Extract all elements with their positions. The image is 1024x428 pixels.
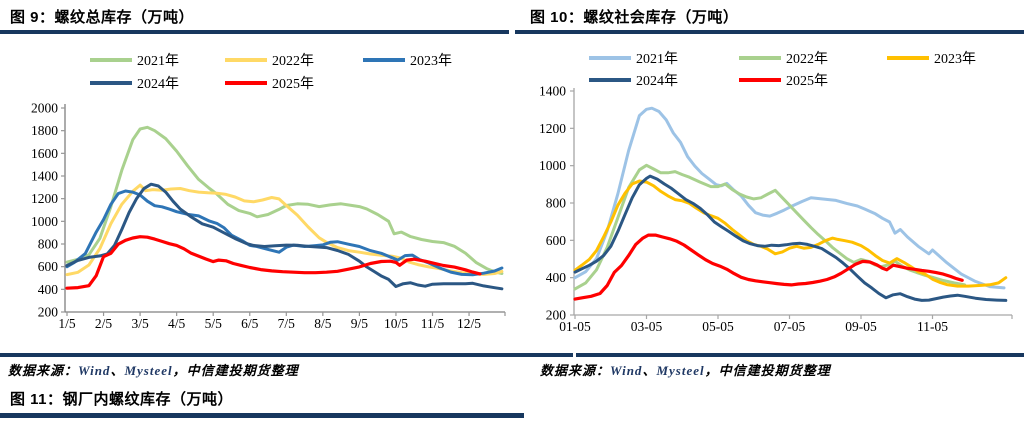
source-prefix: 数据来源： — [8, 363, 79, 378]
source-sep: 、 — [642, 363, 657, 378]
y-tick-label: 400 — [38, 282, 59, 297]
source-prefix: 数据来源： — [540, 363, 611, 378]
legend-item-2021年: 2021年 — [589, 48, 678, 68]
figure11-title: 图 11：钢厂内螺纹库存（万吨） — [10, 391, 234, 408]
source-suffix: ，中信建投期货整理 — [704, 363, 831, 378]
y-tick-label: 200 — [546, 308, 567, 323]
source-wind: Wind — [610, 363, 643, 378]
legend-label: 2022年 — [272, 54, 314, 69]
x-tick-label: 7/5 — [278, 316, 296, 331]
figure9-plot: 200 400 600 800 1000 1200 1400 1600 1800 2000 1/5 2… — [31, 101, 506, 331]
series-2023年-line — [573, 179, 1008, 288]
series-2024年-line — [65, 182, 504, 291]
x-tick-label: 09-05 — [845, 319, 877, 334]
figure11-title-rule — [0, 413, 524, 418]
y-tick-label: 2000 — [31, 101, 58, 116]
y-tick-label: 200 — [38, 305, 59, 320]
series-2021年-line — [65, 125, 504, 275]
x-tick-label: 11-05 — [917, 319, 948, 334]
figure9-source: 数据来源：Wind、Mysteel，中信建投期货整理 — [8, 360, 299, 379]
y-tick-label: 1600 — [31, 146, 58, 161]
legend-item-2024年: 2024年 — [589, 70, 678, 90]
legend-label: 2023年 — [934, 52, 976, 67]
x-tick-label: 07-05 — [774, 319, 806, 334]
figure10-footer-rule — [576, 353, 1024, 357]
x-tick-label: 05-05 — [702, 319, 734, 334]
y-tick-label: 1400 — [539, 84, 566, 99]
y-tick-label: 800 — [546, 196, 567, 211]
legend-marker — [739, 78, 781, 82]
x-tick-label: 8/5 — [314, 316, 332, 331]
legend-marker — [225, 81, 267, 85]
legend-item-2023年: 2023年 — [887, 48, 976, 68]
x-tick-label: 03-05 — [631, 319, 663, 334]
x-tick-label: 12/5 — [457, 316, 481, 331]
legend-label: 2024年 — [636, 74, 678, 89]
y-tick-label: 1000 — [31, 214, 58, 229]
legend-label: 2024年 — [137, 77, 179, 92]
x-tick-label: 10/5 — [384, 316, 408, 331]
x-tick-label: 11/5 — [421, 316, 445, 331]
series-2021年-line — [573, 106, 1006, 290]
series-2024年-line — [573, 174, 1008, 302]
legend-item-2021年: 2021年 — [90, 50, 179, 70]
legend-marker — [225, 58, 267, 62]
legend-item-2025年: 2025年 — [739, 70, 828, 90]
legend-label: 2021年 — [636, 52, 678, 67]
legend-item-2023年: 2023年 — [363, 50, 452, 70]
series-2022年-line — [65, 183, 504, 277]
x-tick-label: 6/5 — [241, 316, 259, 331]
x-tick-label: 3/5 — [131, 316, 149, 331]
legend-item-2025年: 2025年 — [225, 73, 314, 93]
source-sep: 、 — [110, 363, 125, 378]
y-tick-label: 1000 — [539, 158, 566, 173]
x-tick-label: 4/5 — [168, 316, 186, 331]
x-tick-label: 1/5 — [58, 316, 76, 331]
legend-marker — [887, 56, 929, 60]
x-tick-label: 2/5 — [95, 316, 113, 331]
series-2025年-line — [573, 233, 964, 301]
legend-label: 2023年 — [410, 54, 452, 69]
source-suffix: ，中信建投期货整理 — [172, 363, 299, 378]
legend-label: 2021年 — [137, 54, 179, 69]
legend-marker — [90, 81, 132, 85]
x-tick-label: 9/5 — [351, 316, 369, 331]
x-tick-label: 01-05 — [559, 319, 591, 334]
x-tick-label: 5/5 — [205, 316, 223, 331]
legend-item-2022年: 2022年 — [739, 48, 828, 68]
y-tick-label: 1200 — [31, 191, 58, 206]
legend-marker — [363, 58, 405, 62]
y-tick-label: 1800 — [31, 123, 58, 138]
legend-marker — [589, 78, 631, 82]
y-tick-label: 1400 — [31, 169, 58, 184]
y-tick-label: 600 — [38, 259, 59, 274]
y-tick-label: 600 — [546, 233, 567, 248]
figure10-plot: 200 400 600 800 1000 1200 1400 01-05 03-05 05-05 0… — [539, 84, 1013, 334]
legend-item-2024年: 2024年 — [90, 73, 179, 93]
legend-marker — [589, 56, 631, 60]
figure10-title: 图 10：螺纹社会库存（万吨） — [530, 9, 739, 26]
figure9-title: 图 9：螺纹总库存（万吨） — [10, 9, 195, 26]
legend-label: 2022年 — [786, 52, 828, 67]
source-mysteel: Mysteel — [124, 363, 173, 378]
y-tick-label: 400 — [546, 270, 567, 285]
y-tick-label: 800 — [38, 237, 59, 252]
legend-marker — [739, 56, 781, 60]
figure10-title-rule — [515, 30, 1024, 34]
legend-marker — [90, 58, 132, 62]
figure9-title-rule — [0, 30, 509, 34]
figure10-source: 数据来源：Wind、Mysteel，中信建投期货整理 — [540, 360, 831, 379]
source-wind: Wind — [78, 363, 111, 378]
legend-label: 2025年 — [786, 74, 828, 89]
series-2025年-line — [65, 235, 482, 290]
legend-label: 2025年 — [272, 77, 314, 92]
y-tick-label: 1200 — [539, 121, 566, 136]
figure9-footer-rule — [0, 353, 573, 357]
legend-item-2022年: 2022年 — [225, 50, 314, 70]
source-mysteel: Mysteel — [656, 363, 705, 378]
